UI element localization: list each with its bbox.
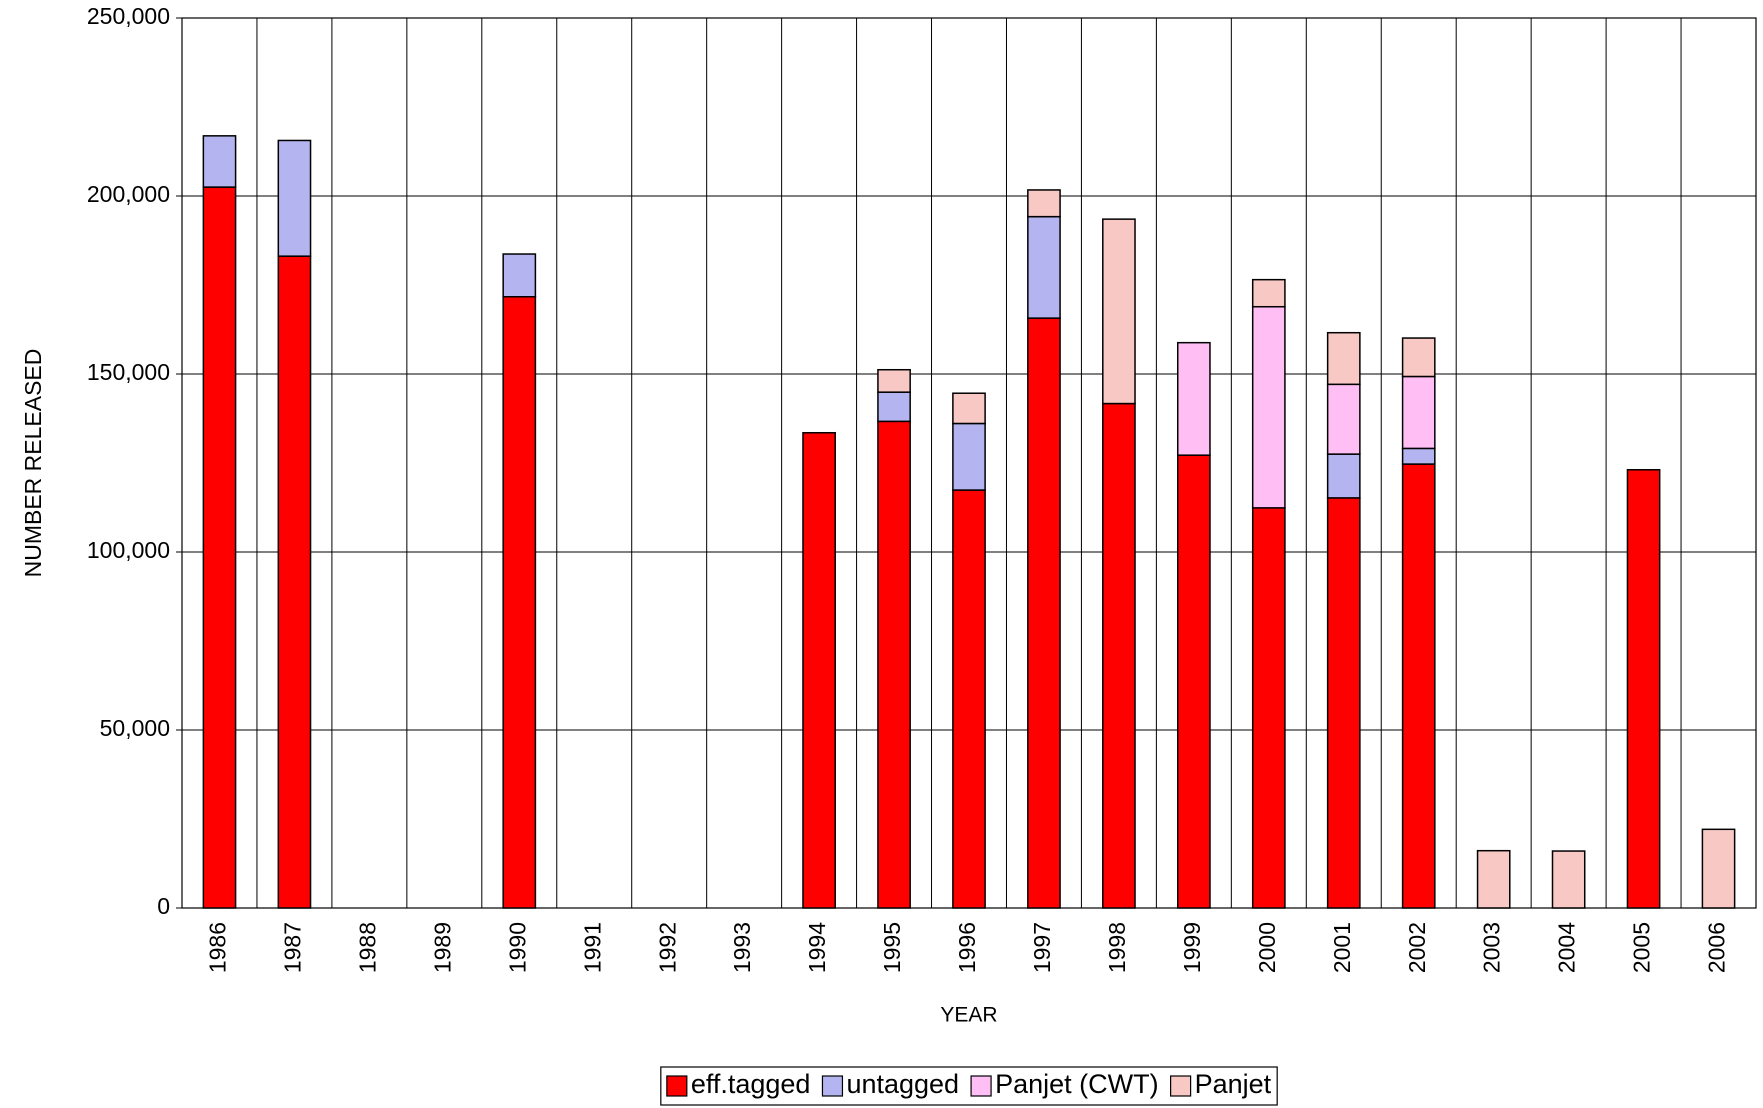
bar-segment — [802, 431, 836, 909]
legend-swatch — [666, 1075, 688, 1097]
legend-label: Panjet (CWT) — [995, 1069, 1159, 1099]
bar-segment — [952, 489, 986, 909]
bar-segment — [952, 392, 986, 425]
x-tick-label: 1994 — [804, 922, 830, 973]
x-tick-label: 1987 — [280, 922, 306, 973]
bar-segment — [1326, 453, 1361, 499]
bar-segment — [1176, 454, 1211, 909]
bar-segment — [277, 255, 312, 909]
x-tick-label: 1997 — [1029, 922, 1055, 973]
y-tick-label: 100,000 — [87, 537, 170, 563]
x-tick-label: 1996 — [954, 922, 980, 973]
bar-segment — [1626, 469, 1661, 909]
legend: eff.tagged untagged Panjet (CWT) Panjet — [666, 1069, 1272, 1099]
bar-segment — [502, 253, 537, 298]
bar-segment — [1326, 497, 1361, 909]
legend-swatch — [1170, 1075, 1192, 1097]
bar-segment — [1401, 463, 1436, 909]
x-tick-label: 2002 — [1404, 922, 1430, 973]
x-tick-label: 2000 — [1254, 922, 1280, 973]
bar-segment — [1701, 828, 1736, 909]
bar-segment — [1401, 375, 1436, 450]
bar-segment — [1176, 341, 1211, 456]
y-tick-label: 200,000 — [87, 181, 170, 207]
bar-segment — [877, 420, 911, 909]
x-tick-label: 1989 — [429, 922, 455, 973]
bar-segment — [1027, 189, 1061, 218]
x-tick-label: 1995 — [879, 922, 905, 973]
bar-segment — [1401, 337, 1436, 378]
legend-swatch — [821, 1075, 844, 1097]
y-axis-title: NUMBER RELEASED — [20, 349, 46, 578]
x-tick-label: 1988 — [354, 922, 380, 973]
bar-segment — [877, 368, 911, 393]
x-tick-label: 1992 — [654, 922, 680, 973]
bar-segment — [1027, 215, 1061, 319]
y-tick-label: 0 — [157, 893, 170, 919]
x-tick-label: 1986 — [205, 922, 231, 973]
legend-swatch — [970, 1075, 992, 1097]
bar-segment — [1027, 317, 1061, 909]
bar-segment — [1326, 383, 1361, 455]
bar-segment — [202, 186, 237, 909]
bar-segment — [202, 135, 237, 188]
x-tick-label: 1998 — [1104, 922, 1130, 973]
bar-segment — [1251, 507, 1286, 909]
legend-label: Panjet — [1195, 1069, 1272, 1099]
x-tick-label: 2001 — [1329, 922, 1355, 973]
x-tick-label: 1990 — [504, 922, 530, 973]
bar-segment — [1551, 850, 1586, 909]
x-tick-label: 1999 — [1179, 922, 1205, 973]
bar-segment — [952, 422, 986, 491]
x-axis-title: YEAR — [940, 1004, 997, 1027]
bar-segment — [1251, 305, 1286, 509]
bar-segment — [1102, 218, 1136, 405]
bar-segment — [877, 391, 911, 423]
bar-segment — [502, 295, 537, 909]
bar-segment — [277, 139, 312, 257]
legend-label: eff.tagged — [691, 1069, 811, 1099]
y-tick-label: 50,000 — [100, 715, 170, 741]
x-tick-label: 2006 — [1704, 922, 1730, 973]
x-tick-label: 2003 — [1479, 922, 1505, 973]
bar-segment — [1401, 447, 1436, 465]
bar-segment — [1251, 278, 1286, 308]
bar-segment — [1102, 402, 1136, 909]
x-tick-label: 1993 — [729, 922, 755, 973]
bar-segment — [1476, 849, 1511, 909]
x-tick-label: 2004 — [1554, 922, 1580, 973]
x-tick-label: 1991 — [579, 922, 605, 973]
bar-segment — [1326, 331, 1361, 386]
legend-label: untagged — [846, 1069, 959, 1099]
x-tick-label: 2005 — [1629, 922, 1655, 973]
y-tick-label: 250,000 — [87, 3, 170, 29]
y-tick-label: 150,000 — [87, 359, 170, 385]
legend-frame — [660, 1066, 1278, 1106]
